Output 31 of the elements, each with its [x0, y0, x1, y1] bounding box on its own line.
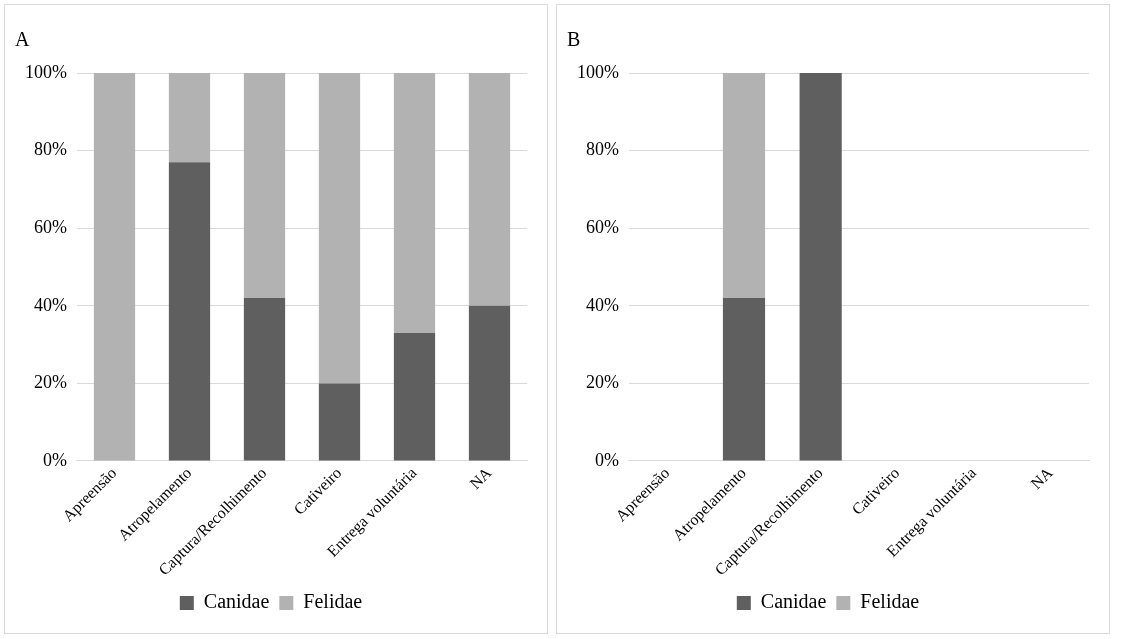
y-tick-label: 100% — [24, 61, 67, 82]
y-tick-label: 0% — [42, 449, 67, 470]
bar — [468, 73, 511, 306]
y-tick-label: 40% — [585, 294, 619, 315]
y-tick-label: 0% — [594, 449, 619, 470]
bar — [243, 298, 286, 461]
y-tick-label: 60% — [33, 216, 67, 237]
legend-label: Canidae — [760, 590, 827, 613]
bar — [468, 305, 511, 461]
bar — [93, 73, 136, 461]
legend-label: Felidae — [860, 590, 920, 613]
legend-label: Felidae — [303, 590, 363, 613]
bar — [393, 332, 436, 461]
y-tick-label: 80% — [585, 139, 619, 160]
y-tick-label: 60% — [585, 216, 619, 237]
bar — [168, 73, 211, 163]
x-tick-label: NA — [1027, 463, 1057, 493]
bar — [318, 73, 361, 384]
bar — [168, 162, 211, 461]
legend-label: Canidae — [203, 590, 270, 613]
bar — [243, 73, 286, 299]
bar — [318, 383, 361, 461]
x-tick-label: NA — [466, 463, 495, 493]
y-tick-label: 80% — [33, 139, 67, 160]
chart-title: B — [567, 28, 581, 51]
y-tick-label: 100% — [576, 61, 619, 82]
chart-title: A — [15, 28, 30, 51]
bar — [393, 73, 436, 333]
y-tick-label: 20% — [585, 372, 619, 393]
y-tick-label: 40% — [33, 294, 67, 315]
y-tick-label: 20% — [33, 372, 67, 393]
